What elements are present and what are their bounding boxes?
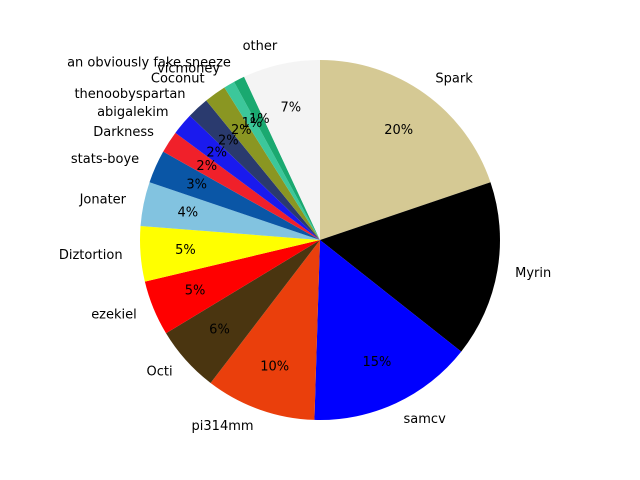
slice-label: samcv bbox=[404, 412, 447, 427]
slice-label: Octi bbox=[146, 365, 172, 380]
slice-label: stats-boye bbox=[71, 152, 139, 167]
pie-slice bbox=[189, 100, 320, 240]
slice-label: Diztortion bbox=[59, 248, 123, 263]
pie-slice bbox=[139, 226, 320, 282]
slice-percent-label: 5% bbox=[175, 243, 196, 258]
slice-percent-label: 1% bbox=[249, 112, 270, 127]
pie-slice bbox=[166, 240, 320, 383]
slice-label: Coconut bbox=[151, 72, 205, 87]
slice-percent-label: 2% bbox=[218, 133, 239, 148]
slice-percent-label: 2% bbox=[196, 159, 217, 174]
slice-percent-label: 5% bbox=[185, 284, 206, 299]
pie-slice bbox=[144, 240, 320, 334]
pie-slice bbox=[244, 60, 320, 240]
slice-percent-label: 15% bbox=[362, 355, 391, 370]
slice-percent-label: 20% bbox=[384, 123, 413, 138]
slice-label: pi314mm bbox=[192, 419, 254, 434]
pie-slice bbox=[314, 240, 462, 420]
pie-slice bbox=[175, 115, 320, 240]
pie-labels: Spark 20% Myrin samcv 15% pi314mm 10% Octi 6% eze… bbox=[59, 39, 551, 434]
slice-label: Jonater bbox=[79, 193, 127, 208]
pie-slices bbox=[139, 60, 500, 420]
pie-slice bbox=[163, 132, 320, 240]
pie-slice bbox=[234, 76, 320, 240]
slice-label: Spark bbox=[435, 72, 473, 87]
slice-label: Myrin bbox=[515, 266, 551, 281]
slice-percent-label: 2% bbox=[206, 146, 227, 161]
slice-label: ezekiel bbox=[91, 308, 137, 323]
pie-slice bbox=[224, 81, 320, 240]
slice-label: abigalekim bbox=[97, 105, 168, 120]
pie-slice bbox=[206, 87, 320, 240]
pie-slice bbox=[320, 60, 491, 240]
slice-percent-label: 2% bbox=[231, 123, 252, 138]
slice-percent-label: 1% bbox=[242, 116, 263, 131]
pie-slice bbox=[210, 240, 320, 420]
slice-percent-label: 4% bbox=[177, 205, 198, 220]
slice-percent-label: 7% bbox=[281, 101, 302, 116]
slice-label: vicmoney bbox=[157, 62, 220, 77]
slice-percent-label: 10% bbox=[260, 360, 289, 375]
pie-slice bbox=[140, 182, 320, 240]
slice-label: other bbox=[243, 39, 278, 54]
slice-percent-label: 6% bbox=[209, 323, 230, 338]
slice-percent-label: 3% bbox=[186, 177, 207, 192]
slice-label: Darkness bbox=[93, 125, 154, 140]
slice-label: thenoobyspartan bbox=[74, 87, 185, 102]
pie-slice bbox=[320, 182, 500, 352]
pie-slice bbox=[149, 151, 320, 240]
slice-label: an obviously fake sneeze bbox=[67, 56, 231, 71]
